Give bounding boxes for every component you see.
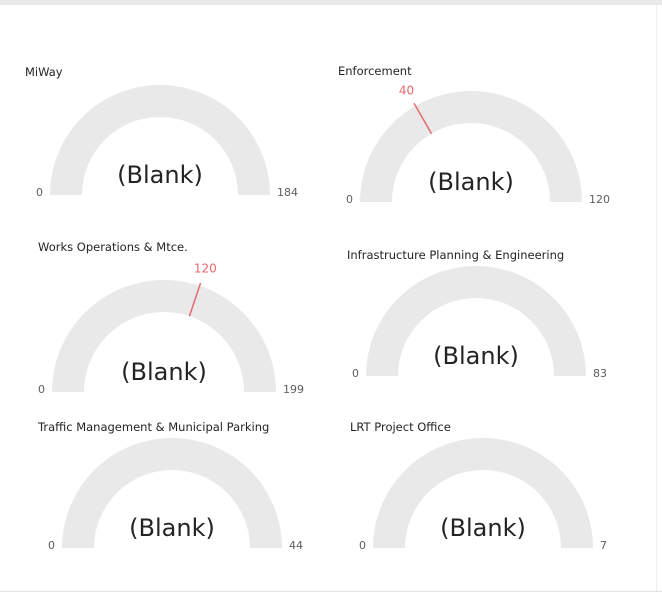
- gauge-title: Infrastructure Planning & Engineering: [347, 248, 565, 262]
- gauge-svg: 0 44 (Blank): [48, 438, 303, 552]
- gauge-lrt-project-office[interactable]: LRT Project Office 0 7 (Blank): [349, 419, 662, 609]
- gauge-min-label: 0: [48, 539, 55, 552]
- gauge-miway[interactable]: MiWay 0 184 (Blank): [24, 64, 344, 254]
- gauge-callout-value: (Blank): [440, 514, 526, 542]
- gauge-title: LRT Project Office: [350, 420, 451, 434]
- gauge-track: [50, 85, 270, 195]
- gauge-max-label: 7: [600, 539, 607, 552]
- gauge-callout-value: (Blank): [121, 358, 207, 386]
- gauge-max-label: 120: [589, 193, 610, 206]
- gauge-track: [373, 438, 593, 548]
- gauge-svg: 0 184 (Blank): [36, 85, 298, 199]
- gauge-track: [366, 266, 586, 376]
- gauge-track: [62, 438, 282, 548]
- gauge-infrastructure-planning[interactable]: Infrastructure Planning & Engineering 0 8…: [346, 247, 662, 437]
- bottom-border: [0, 591, 662, 592]
- gauge-min-label: 0: [346, 193, 353, 206]
- gauge-svg: 0 7 (Blank): [359, 438, 607, 552]
- gauge-max-label: 44: [289, 539, 303, 552]
- gauge-title: MiWay: [25, 65, 63, 79]
- gauge-track: [360, 91, 582, 202]
- gauge-max-label: 199: [283, 383, 304, 396]
- gauge-enforcement[interactable]: Enforcement 40 0 120 (Blank): [337, 63, 657, 253]
- gauge-title: Works Operations & Mtce.: [38, 240, 188, 254]
- gauge-title: Enforcement: [338, 64, 412, 78]
- gauge-target-line: [413, 102, 433, 134]
- gauge-callout-value: (Blank): [433, 342, 519, 370]
- top-strip: [0, 0, 662, 5]
- gauge-min-label: 0: [38, 383, 45, 396]
- gauge-max-label: 83: [593, 367, 607, 380]
- gauge-works-operations[interactable]: Works Operations & Mtce. 120 0 199 (Blank): [37, 239, 357, 429]
- gauge-title: Traffic Management & Municipal Parking: [38, 420, 270, 434]
- visual-border: [656, 5, 657, 592]
- gauge-callout-value: (Blank): [428, 168, 514, 196]
- gauge-target-line: [188, 282, 202, 317]
- gauge-max-label: 184: [277, 186, 298, 199]
- gauge-track: [52, 280, 276, 392]
- gauge-target-label: 40: [399, 83, 414, 97]
- gauge-svg: 40 0 120 (Blank): [346, 83, 610, 206]
- gauge-svg: 0 83 (Blank): [352, 266, 607, 380]
- gauge-target-label: 120: [194, 262, 217, 276]
- gauge-callout-value: (Blank): [129, 514, 215, 542]
- gauge-min-label: 0: [359, 539, 366, 552]
- gauge-traffic-management[interactable]: Traffic Management & Municipal Parking 0…: [37, 419, 357, 609]
- gauge-svg: 120 0 199 (Blank): [38, 262, 304, 396]
- gauge-min-label: 0: [352, 367, 359, 380]
- gauge-callout-value: (Blank): [117, 161, 203, 189]
- gauge-min-label: 0: [36, 186, 43, 199]
